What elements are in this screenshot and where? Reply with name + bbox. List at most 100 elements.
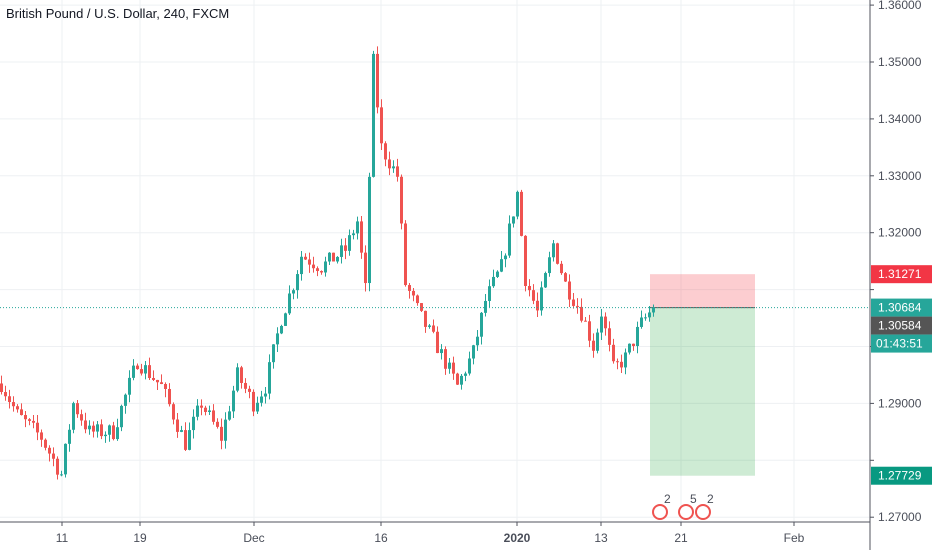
candle-body xyxy=(292,290,295,294)
price-label: 1.30684 xyxy=(878,301,922,315)
candle-body xyxy=(464,373,467,376)
candle-body xyxy=(20,409,23,416)
candle-body xyxy=(508,223,511,256)
candle-body xyxy=(476,336,479,346)
candle-body xyxy=(620,361,623,368)
candle-body xyxy=(296,274,299,291)
candle-body xyxy=(452,362,455,374)
candle-body xyxy=(408,285,411,291)
candle-body xyxy=(340,245,343,257)
candle-body xyxy=(256,402,259,412)
candle-body xyxy=(252,391,255,412)
candle-body xyxy=(84,420,87,430)
candle-body xyxy=(400,176,403,224)
y-tick-label: 1.36000 xyxy=(878,0,922,12)
price-label: 1.27729 xyxy=(878,469,922,483)
candle-body xyxy=(112,425,115,440)
price-label-bg xyxy=(871,466,932,485)
candle-body xyxy=(152,377,155,380)
candle-body xyxy=(56,458,59,475)
candle-body xyxy=(608,328,611,345)
x-tick-label: 13 xyxy=(594,531,608,545)
candle-body xyxy=(348,235,351,251)
candle-body xyxy=(156,379,159,383)
candle-body xyxy=(576,305,579,307)
candle-body xyxy=(436,331,439,354)
y-tick-label: 1.33000 xyxy=(878,169,922,183)
candle-body xyxy=(100,424,103,437)
candle-body xyxy=(232,390,235,412)
x-tick-label: Dec xyxy=(243,531,264,545)
candle-body xyxy=(16,406,19,410)
candle-body xyxy=(120,405,123,428)
candle-body xyxy=(124,394,127,406)
candle-body xyxy=(248,388,251,392)
candle-body xyxy=(216,421,219,427)
candle-body xyxy=(108,425,111,435)
candle-body xyxy=(416,295,419,304)
candle-body xyxy=(380,107,383,144)
candle-body xyxy=(600,316,603,333)
candle-body xyxy=(320,271,323,273)
candle-body xyxy=(504,255,507,260)
candle-body xyxy=(52,453,55,459)
x-tick-label: 21 xyxy=(674,531,688,545)
stop-zone xyxy=(650,274,755,308)
candle-body xyxy=(272,344,275,363)
candle-body xyxy=(180,430,183,432)
candle-body xyxy=(388,159,391,169)
candle-body xyxy=(628,343,631,353)
event-flag-icon xyxy=(652,504,668,520)
candle-body xyxy=(328,252,331,262)
candle-body xyxy=(536,300,539,311)
target-zone xyxy=(650,307,755,476)
countdown-label-bg xyxy=(871,334,932,353)
candle-body xyxy=(368,176,371,284)
candle-body xyxy=(572,299,575,306)
candle-body xyxy=(648,312,651,318)
y-tick-label: 1.32000 xyxy=(878,226,922,240)
candle-body xyxy=(260,396,263,403)
candle-body xyxy=(424,310,427,327)
candle-body xyxy=(440,349,443,354)
candle-body xyxy=(372,53,375,177)
candle-body xyxy=(316,268,319,272)
chart-title: British Pound / U.S. Dollar, 240, FXCM xyxy=(6,6,230,21)
candle-body xyxy=(8,396,11,403)
y-tick-label: 1.29000 xyxy=(878,396,922,410)
y-tick-label: 1.34000 xyxy=(878,112,922,126)
candle-body xyxy=(280,325,283,334)
candle-body xyxy=(72,403,75,430)
candle-body xyxy=(228,411,231,420)
x-tick-label: 2020 xyxy=(504,531,531,545)
candle-body xyxy=(192,416,195,431)
candle-body xyxy=(236,367,239,391)
candle-body xyxy=(240,367,243,383)
candle-body xyxy=(136,365,139,370)
candle-body xyxy=(524,235,527,286)
candle-body xyxy=(212,410,215,422)
event-count: 2 xyxy=(707,492,714,506)
countdown-label: 01:43:51 xyxy=(876,337,923,351)
candle-body xyxy=(28,419,31,421)
candle-body xyxy=(584,320,587,322)
event-count: 5 xyxy=(690,492,697,506)
candle-body xyxy=(36,422,39,433)
candle-body xyxy=(604,316,607,329)
candle-body xyxy=(60,474,63,476)
candle-body xyxy=(208,410,211,412)
price-label-bg xyxy=(871,265,932,284)
candle-body xyxy=(128,377,131,395)
candle-body xyxy=(164,383,167,389)
candle-body xyxy=(300,256,303,275)
candle-body xyxy=(512,216,515,224)
candle-body xyxy=(12,402,15,407)
candle-body xyxy=(200,405,203,408)
candle-body xyxy=(568,281,571,300)
candle-body xyxy=(76,403,79,415)
price-label-bg xyxy=(871,316,932,335)
candle-body xyxy=(632,343,635,347)
candle-body xyxy=(428,325,431,327)
